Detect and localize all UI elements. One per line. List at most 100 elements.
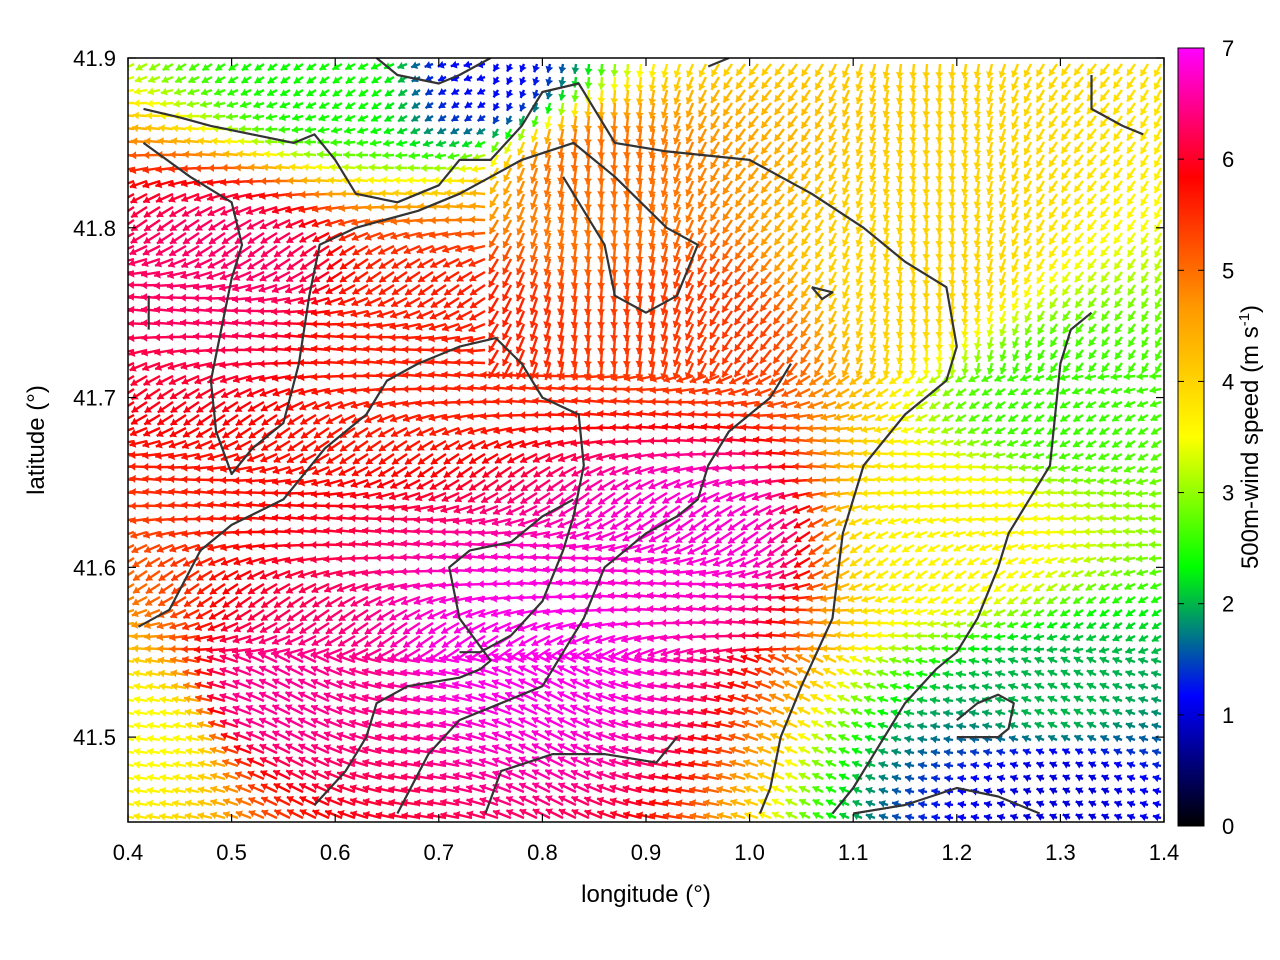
- wind-arrow: [1126, 180, 1136, 194]
- wind-arrow: [318, 62, 330, 71]
- wind-arrow: [285, 218, 304, 229]
- wind-arrow: [1048, 232, 1058, 246]
- wind-arrow: [834, 504, 850, 513]
- wind-arrow: [1031, 463, 1045, 472]
- wind-arrow: [960, 297, 969, 313]
- wind-arrow: [1113, 232, 1123, 245]
- wind-arrow: [193, 270, 213, 280]
- wind-arrow: [1062, 362, 1071, 373]
- wind-arrow: [1034, 669, 1045, 677]
- wind-arrow: [1136, 477, 1149, 486]
- wind-arrow: [1035, 167, 1046, 181]
- wind-arrow: [1126, 115, 1136, 129]
- wind-arrow: [1125, 669, 1136, 678]
- wind-arrow: [1112, 634, 1123, 642]
- wind-arrow: [955, 413, 967, 423]
- wind-arrow: [981, 670, 993, 678]
- wind-arrow: [1006, 595, 1019, 605]
- wind-arrow: [1099, 102, 1110, 115]
- wind-arrow: [909, 193, 918, 209]
- wind-arrow: [759, 271, 772, 286]
- wind-arrow: [1139, 774, 1149, 783]
- wind-arrow: [800, 154, 811, 169]
- wind-arrow: [1153, 167, 1163, 181]
- wind-arrow: [1112, 167, 1123, 180]
- wind-arrow: [424, 101, 434, 110]
- wind-arrow: [429, 309, 447, 320]
- wind-arrow: [1153, 128, 1163, 142]
- wind-arrow: [222, 150, 239, 159]
- wind-arrow: [760, 63, 772, 77]
- wind-arrow: [197, 812, 213, 820]
- wind-arrow: [887, 488, 902, 497]
- wind-arrow: [660, 128, 669, 145]
- wind-arrow: [882, 76, 891, 92]
- wind-arrow: [1135, 554, 1149, 563]
- wind-arrow: [922, 349, 931, 364]
- wind-arrow: [874, 631, 889, 640]
- wind-arrow: [1138, 609, 1149, 618]
- wind-arrow: [986, 89, 994, 105]
- wind-arrow: [167, 257, 187, 268]
- wind-arrow: [970, 813, 980, 822]
- wind-arrow: [221, 232, 239, 245]
- wind-arrow: [146, 99, 161, 108]
- wind-arrow: [1109, 501, 1123, 510]
- wind-arrow: [545, 63, 554, 73]
- wind-arrow: [1020, 387, 1032, 396]
- wind-arrow: [710, 89, 721, 104]
- wind-arrow: [259, 218, 278, 230]
- wind-arrow: [338, 231, 356, 242]
- wind-arrow: [948, 193, 957, 209]
- wind-arrow: [186, 112, 200, 121]
- wind-arrow: [968, 644, 980, 653]
- wind-arrow: [939, 488, 954, 497]
- wind-arrow: [684, 297, 695, 315]
- wind-arrow: [1035, 128, 1046, 142]
- wind-arrow: [286, 245, 304, 258]
- wind-arrow: [1139, 813, 1149, 822]
- wind-arrow: [787, 193, 798, 207]
- wind-arrow: [1007, 656, 1019, 665]
- wind-arrow: [967, 583, 980, 593]
- wind-arrow: [184, 799, 200, 808]
- wind-arrow: [800, 102, 811, 117]
- wind-arrow: [570, 115, 579, 132]
- wind-arrow: [1009, 787, 1019, 796]
- wind-arrow: [1100, 284, 1110, 296]
- wind-arrow: [672, 297, 682, 315]
- wind-arrow: [131, 595, 148, 606]
- wind-arrow: [300, 427, 317, 440]
- wind-arrow: [991, 488, 1006, 497]
- wind-arrow: [939, 462, 954, 471]
- wind-arrow: [324, 309, 343, 318]
- wind-arrow: [245, 192, 265, 201]
- wind-arrow: [327, 176, 343, 185]
- wind-arrow: [1019, 595, 1032, 605]
- wind-arrow: [196, 583, 213, 596]
- wind-arrow: [1083, 476, 1097, 485]
- wind-arrow: [773, 76, 785, 90]
- wind-arrow: [1110, 465, 1123, 473]
- wind-arrow: [771, 798, 785, 807]
- wind-arrow: [145, 111, 161, 120]
- wind-arrow: [759, 362, 772, 378]
- wind-arrow: [660, 258, 669, 276]
- wind-arrow: [1122, 501, 1136, 510]
- wind-arrow: [298, 283, 317, 294]
- wind-arrow: [834, 644, 850, 653]
- wind-arrow: [422, 139, 434, 148]
- wind-arrow: [863, 695, 876, 703]
- wind-arrow: [928, 644, 941, 653]
- wind-arrow: [926, 516, 941, 525]
- wind-arrow: [456, 296, 473, 309]
- wind-arrow: [1126, 102, 1136, 116]
- wind-arrow: [1057, 501, 1071, 510]
- wind-arrow: [980, 620, 993, 629]
- wind-arrow: [808, 544, 824, 556]
- wind-arrow: [698, 63, 708, 78]
- wind-arrow: [557, 206, 566, 224]
- wind-arrow: [431, 189, 447, 198]
- wind-arrow: [1017, 528, 1032, 537]
- wind-arrow: [965, 501, 980, 510]
